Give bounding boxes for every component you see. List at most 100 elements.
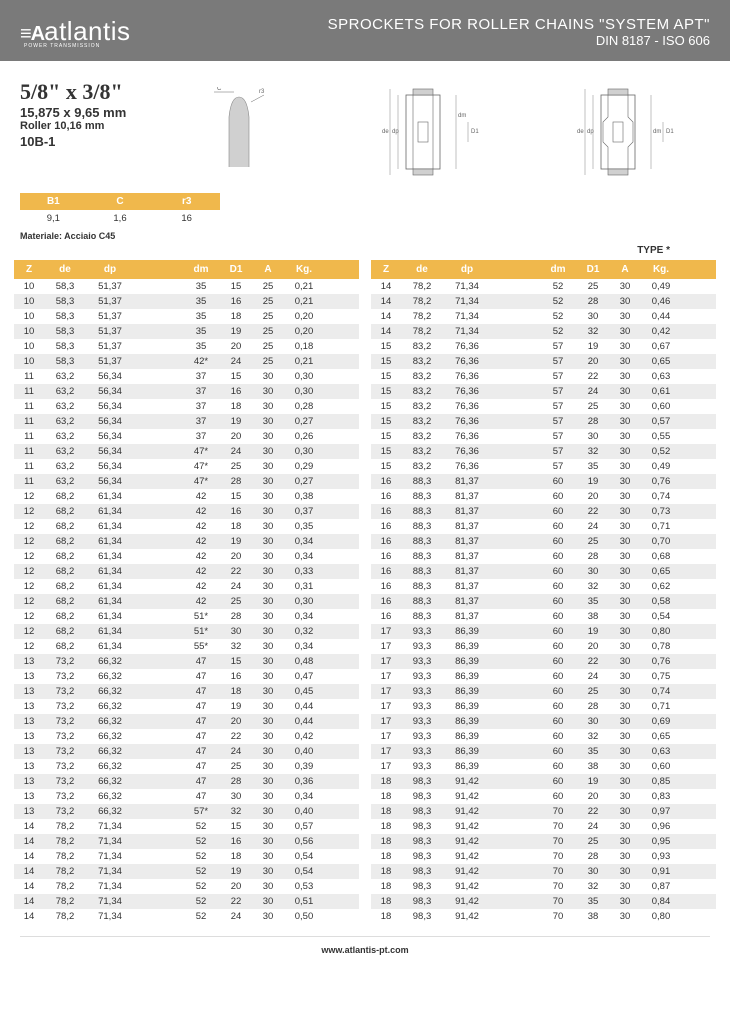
cell: 15 — [371, 444, 401, 459]
param-r3: 16 — [153, 210, 220, 227]
table-row: 1898,391,426019300,85 — [371, 774, 716, 789]
cell: 0,61 — [641, 384, 681, 399]
cell: 25 — [252, 294, 284, 309]
cell: 0,33 — [284, 564, 324, 579]
cell: 58,3 — [44, 309, 86, 324]
cell: 0,80 — [641, 909, 681, 924]
cell: 0,42 — [284, 729, 324, 744]
cell: 30 — [609, 834, 641, 849]
cell: 93,3 — [401, 714, 443, 729]
data-table-left: ZdedpdmD1AKg.1058,351,373515250,211058,3… — [14, 260, 359, 924]
cell: 51* — [182, 624, 220, 639]
cell: 20 — [577, 489, 609, 504]
cell: 30 — [252, 684, 284, 699]
cell: 73,2 — [44, 669, 86, 684]
cell: 30 — [609, 534, 641, 549]
cell: 30 — [220, 789, 252, 804]
cell: 13 — [14, 684, 44, 699]
cell: 61,34 — [86, 624, 134, 639]
cell: 0,18 — [284, 339, 324, 354]
cell: 93,3 — [401, 654, 443, 669]
cell — [491, 384, 539, 399]
cell: 73,2 — [44, 714, 86, 729]
cell: 30 — [609, 849, 641, 864]
cell: 98,3 — [401, 894, 443, 909]
cell — [134, 384, 182, 399]
param-table-head: B1 C r3 — [20, 193, 220, 210]
cell: 30 — [252, 864, 284, 879]
cell — [491, 459, 539, 474]
cell: 58,3 — [44, 279, 86, 294]
cell: 30 — [609, 384, 641, 399]
cell: 30 — [609, 909, 641, 924]
cell: 0,30 — [284, 384, 324, 399]
cell: 56,34 — [86, 384, 134, 399]
cell: 15 — [371, 399, 401, 414]
cell — [491, 639, 539, 654]
cell: 17 — [371, 759, 401, 774]
cell: 30 — [252, 789, 284, 804]
cell — [134, 339, 182, 354]
cell: 22 — [577, 804, 609, 819]
col-0: Z — [371, 260, 401, 279]
cell — [134, 429, 182, 444]
cell: 0,54 — [284, 849, 324, 864]
cell: 60 — [539, 474, 577, 489]
cell: 13 — [14, 804, 44, 819]
cell: 14 — [371, 279, 401, 294]
cell: 30 — [252, 384, 284, 399]
cell: 30 — [252, 909, 284, 924]
cell: 47 — [182, 684, 220, 699]
cell: 51,37 — [86, 354, 134, 369]
cell: 38 — [577, 759, 609, 774]
cell: 78,2 — [401, 279, 443, 294]
cell: 30 — [252, 759, 284, 774]
cell: 98,3 — [401, 864, 443, 879]
cell: 83,2 — [401, 354, 443, 369]
cell: 0,44 — [641, 309, 681, 324]
cell: 12 — [14, 489, 44, 504]
cell: 68,2 — [44, 489, 86, 504]
cell: 88,3 — [401, 609, 443, 624]
cell — [134, 459, 182, 474]
table-row: 1373,266,324730300,34 — [14, 789, 359, 804]
cell — [491, 624, 539, 639]
table-row: 1163,256,343719300,27 — [14, 414, 359, 429]
header-title: SPROCKETS FOR ROLLER CHAINS "SYSTEM APT"… — [328, 16, 710, 48]
cell: 60 — [539, 744, 577, 759]
cell: 0,27 — [284, 474, 324, 489]
col-0: Z — [14, 260, 44, 279]
cell: 0,65 — [641, 354, 681, 369]
cell: 83,2 — [401, 414, 443, 429]
cell: 30 — [252, 699, 284, 714]
cell: 18 — [371, 879, 401, 894]
cell: 30 — [609, 504, 641, 519]
cell: 25 — [220, 594, 252, 609]
param-h-b1: B1 — [20, 193, 87, 210]
cell: 86,39 — [443, 639, 491, 654]
spec-text: 5/8" x 3/8" 15,875 x 9,65 mm Roller 10,1… — [20, 79, 126, 149]
table-row: 1793,386,396019300,80 — [371, 624, 716, 639]
col-6: A — [609, 260, 641, 279]
cell: 30 — [252, 579, 284, 594]
cell: 30 — [252, 564, 284, 579]
cell: 51,37 — [86, 279, 134, 294]
cell: 60 — [539, 489, 577, 504]
cell: 11 — [14, 459, 44, 474]
cell: 52 — [182, 849, 220, 864]
cell: 28 — [220, 774, 252, 789]
table-body: 1058,351,373515250,211058,351,373516250,… — [14, 279, 359, 924]
cell: 30 — [609, 549, 641, 564]
cell: 30 — [609, 609, 641, 624]
cell: 47 — [182, 759, 220, 774]
cell: 61,34 — [86, 489, 134, 504]
table-row: 1058,351,373516250,21 — [14, 294, 359, 309]
cell — [134, 669, 182, 684]
cell: 15 — [371, 384, 401, 399]
cell: 73,2 — [44, 684, 86, 699]
cell: 0,36 — [284, 774, 324, 789]
cell — [134, 624, 182, 639]
cell: 0,53 — [284, 879, 324, 894]
cell — [491, 879, 539, 894]
cell: 30 — [252, 414, 284, 429]
